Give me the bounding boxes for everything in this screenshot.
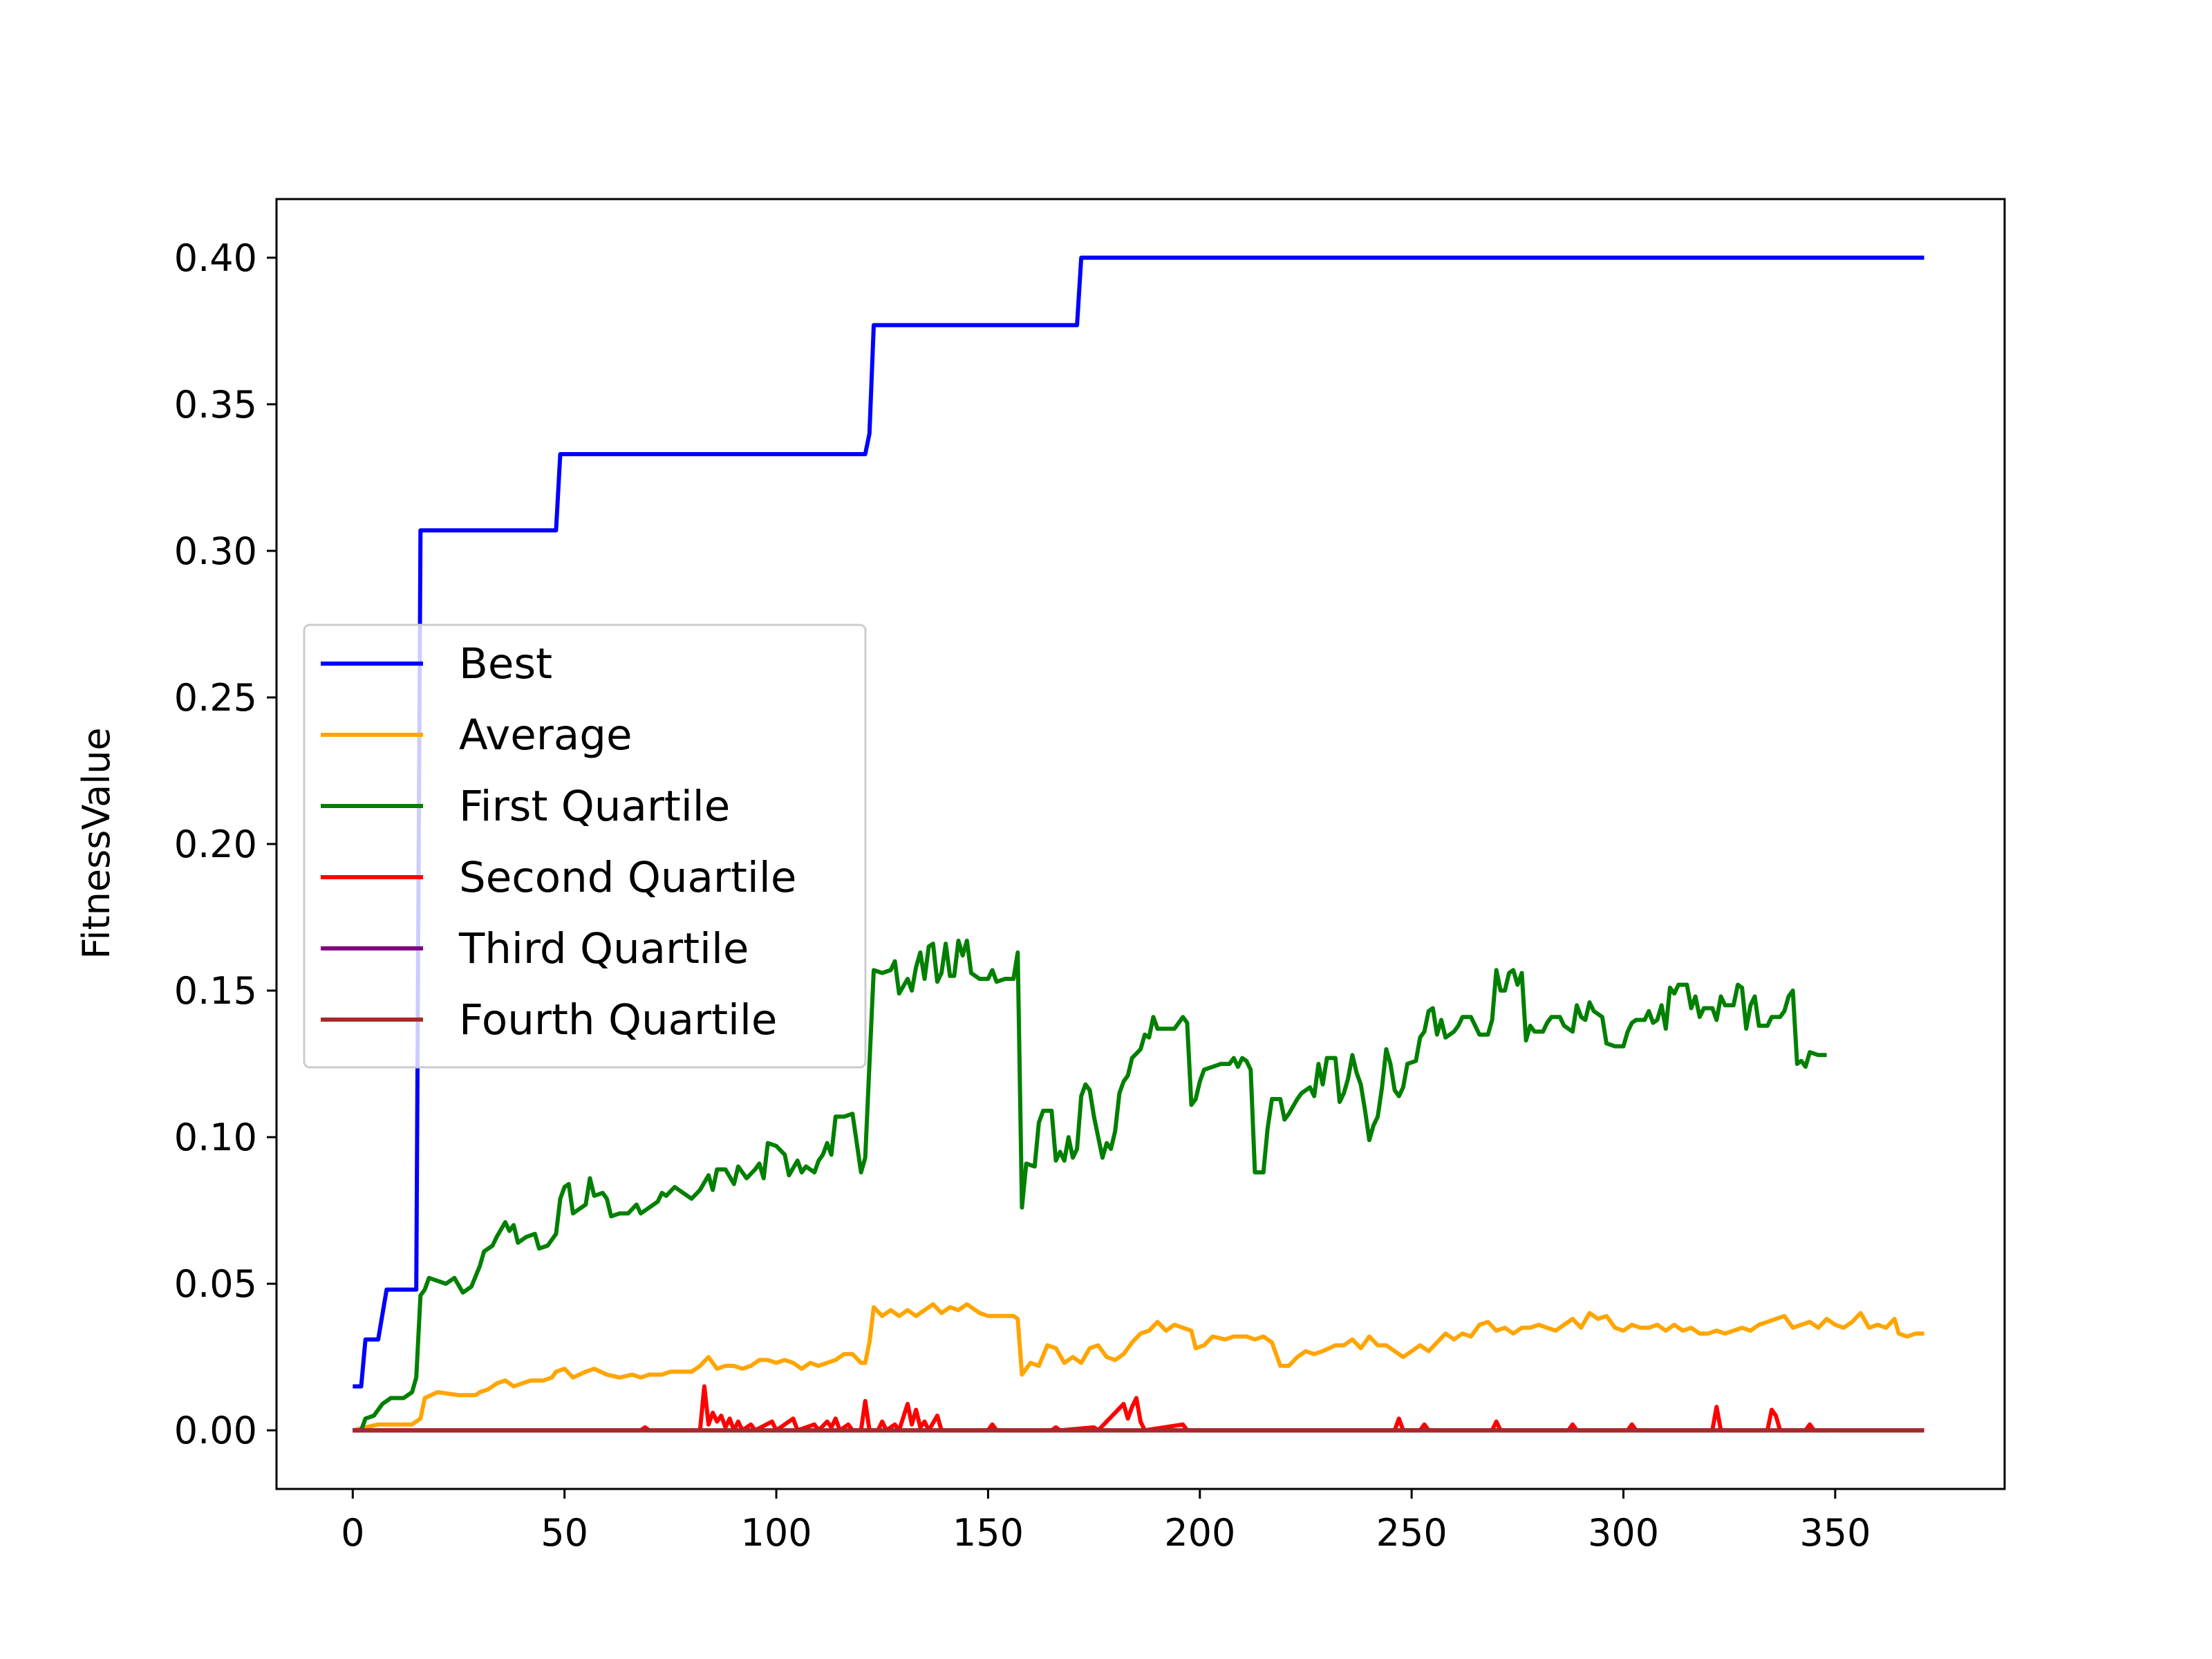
x-tick-label: 200 <box>1164 1511 1235 1555</box>
legend-label-second-quartile: Second Quartile <box>459 853 796 902</box>
x-tick-label: 0 <box>341 1511 364 1555</box>
y-tick-label: 0.00 <box>174 1409 257 1452</box>
y-tick-label: 0.30 <box>174 529 257 573</box>
series-line-best <box>353 255 1924 1389</box>
x-axis: 0 50 100 150 200 250 300 350 <box>341 1489 1871 1555</box>
x-tick-label: 150 <box>953 1511 1024 1555</box>
series-line-first-quartile <box>353 938 1827 1433</box>
y-tick-label: 0.15 <box>174 969 257 1013</box>
y-axis-label: FitnessValue <box>75 727 118 959</box>
y-tick-label: 0.35 <box>174 383 257 427</box>
x-tick-label: 250 <box>1376 1511 1447 1555</box>
legend-label-fourth-quartile: Fourth Quartile <box>459 995 777 1044</box>
x-tick-label: 50 <box>541 1511 588 1555</box>
series-line-average <box>352 1302 1924 1433</box>
legend: Best Average First Quartile Second Quartile… <box>303 624 867 1069</box>
y-tick-label: 0.25 <box>174 676 257 720</box>
x-tick-label: 350 <box>1799 1511 1871 1555</box>
y-tick-label: 0.10 <box>174 1116 257 1159</box>
legend-label-third-quartile: Third Quartile <box>458 924 749 973</box>
legend-label-best: Best <box>459 639 552 688</box>
legend-label-average: Average <box>459 711 632 760</box>
x-tick-label: 100 <box>741 1511 812 1555</box>
legend-label-first-quartile: First Quartile <box>459 782 730 831</box>
y-tick-label: 0.40 <box>174 236 257 280</box>
legend-box <box>303 624 867 1069</box>
y-tick-label: 0.20 <box>174 823 257 866</box>
x-tick-label: 300 <box>1588 1511 1659 1555</box>
y-tick-label: 0.05 <box>174 1262 257 1306</box>
series-layer <box>352 255 1924 1433</box>
y-axis: 0.00 0.05 0.10 0.15 0.20 0.25 0.30 0.35 0.40 <box>174 236 276 1452</box>
